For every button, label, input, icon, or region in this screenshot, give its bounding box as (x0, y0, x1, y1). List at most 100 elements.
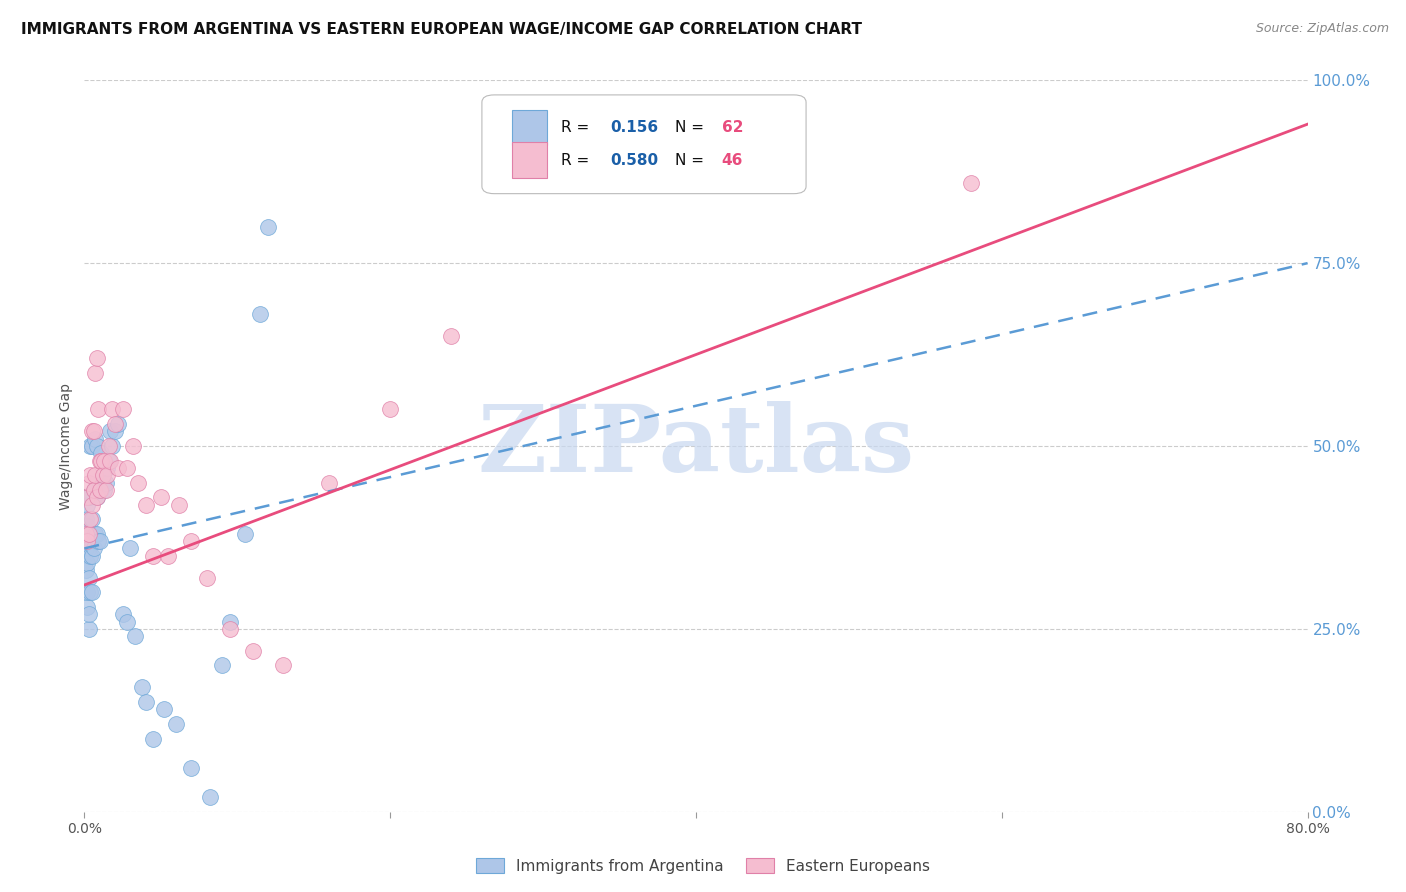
Point (80, 498, 103, 512)
Point (380, 402, 402, 417)
Point (94, 475, 117, 490)
Point (79, 439, 101, 453)
Point (87, 534, 110, 549)
Point (135, 695, 157, 709)
Point (75, 512, 97, 526)
Point (97, 439, 120, 453)
Point (142, 731, 165, 746)
Point (107, 417, 129, 431)
Point (96, 468, 118, 483)
Point (218, 615, 240, 629)
Point (98, 425, 121, 439)
Point (440, 329, 463, 343)
Text: R =: R = (561, 153, 595, 168)
Point (75, 526, 97, 541)
Point (97, 453, 120, 467)
Point (249, 307, 271, 321)
Point (77, 571, 100, 585)
Point (167, 498, 190, 512)
Point (89, 475, 111, 490)
Point (94, 483, 117, 497)
Point (84, 432, 107, 446)
Point (80, 585, 103, 599)
Point (242, 644, 264, 658)
Point (79, 549, 101, 563)
Point (76, 599, 98, 614)
Text: 0.156: 0.156 (610, 120, 658, 135)
Point (79, 468, 101, 483)
Point (135, 498, 157, 512)
Point (76, 585, 98, 599)
Point (89, 534, 111, 549)
Text: R =: R = (561, 120, 595, 135)
Point (101, 402, 124, 417)
Point (76, 519, 98, 533)
Point (127, 475, 149, 490)
Point (80, 549, 103, 563)
Point (76, 498, 98, 512)
Point (233, 526, 256, 541)
Point (107, 461, 129, 475)
Point (104, 425, 127, 439)
Point (75, 541, 97, 556)
Point (84, 483, 107, 497)
Text: 62: 62 (721, 120, 744, 135)
Point (90, 446, 112, 460)
Point (80, 425, 103, 439)
Point (90, 483, 112, 497)
Text: Source: ZipAtlas.com: Source: ZipAtlas.com (1256, 22, 1389, 36)
Point (157, 549, 180, 563)
Point (96, 461, 118, 475)
Point (76, 556, 98, 570)
Point (86, 439, 108, 453)
Point (101, 439, 124, 453)
Point (93, 483, 115, 497)
Point (84, 526, 107, 541)
Point (153, 702, 176, 716)
Point (120, 541, 142, 556)
Point (115, 615, 138, 629)
FancyBboxPatch shape (513, 110, 547, 145)
Point (960, 176, 983, 190)
Point (89, 483, 111, 497)
Point (76, 534, 98, 549)
Text: 46: 46 (721, 153, 742, 168)
Point (86, 351, 108, 366)
Point (86, 526, 108, 541)
Point (93, 453, 115, 467)
Point (76, 534, 98, 549)
Y-axis label: Wage/Income Gap: Wage/Income Gap (59, 383, 73, 509)
Point (80, 439, 103, 453)
Point (84, 468, 107, 483)
Point (111, 402, 134, 417)
Point (79, 585, 101, 599)
Text: N =: N = (675, 120, 709, 135)
Point (198, 790, 221, 805)
Point (104, 417, 127, 431)
Point (195, 571, 218, 585)
Point (165, 717, 187, 731)
Text: N =: N = (675, 153, 709, 168)
Point (122, 439, 145, 453)
Point (257, 219, 280, 234)
Point (77, 541, 100, 556)
Point (111, 607, 134, 622)
Point (75, 563, 97, 577)
Text: IMMIGRANTS FROM ARGENTINA VS EASTERN EUROPEAN WAGE/INCOME GAP CORRELATION CHART: IMMIGRANTS FROM ARGENTINA VS EASTERN EUR… (21, 22, 862, 37)
FancyBboxPatch shape (513, 143, 547, 178)
FancyBboxPatch shape (482, 95, 806, 194)
Point (87, 402, 110, 417)
Legend: Immigrants from Argentina, Eastern Europeans: Immigrants from Argentina, Eastern Europ… (470, 852, 936, 880)
Point (83, 483, 105, 497)
Point (218, 622, 240, 636)
Text: ZIPatlas: ZIPatlas (478, 401, 914, 491)
Point (124, 629, 146, 643)
Point (77, 526, 100, 541)
Point (86, 490, 108, 504)
Point (98, 453, 121, 467)
Point (75, 490, 97, 504)
Point (91, 468, 114, 483)
Point (79, 512, 101, 526)
Point (77, 490, 100, 504)
Point (142, 549, 165, 563)
